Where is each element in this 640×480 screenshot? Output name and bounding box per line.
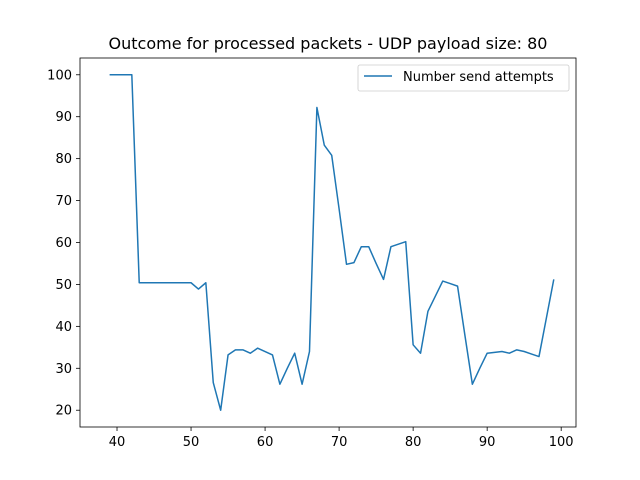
x-tick-label: 40 [109, 435, 126, 450]
x-tick-label: 100 [549, 435, 574, 450]
plot-area [109, 74, 555, 411]
y-tick-label: 80 [55, 152, 72, 167]
legend-label: Number send attempts [403, 70, 554, 85]
y-tick-label: 20 [55, 404, 72, 419]
y-tick-label: 40 [55, 320, 72, 335]
y-tick-label: 60 [55, 236, 72, 251]
series-line-number-send-attempts [109, 74, 555, 411]
x-tick-label: 80 [405, 435, 422, 450]
y-tick-label: 90 [55, 110, 72, 125]
x-tick-label: 90 [479, 435, 496, 450]
legend-box [357, 64, 570, 92]
y-tick-label: 70 [55, 194, 72, 209]
legend: Number send attempts [357, 64, 570, 92]
x-tick-label: 50 [183, 435, 200, 450]
plot-frame [79, 57, 577, 428]
y-tick-label: 100 [47, 68, 72, 83]
x-tick-label: 60 [257, 435, 274, 450]
axes: 40 50 60 70 80 90 100 20 30 40 50 60 70 80 90 100 [47, 68, 573, 450]
y-tick-label: 50 [55, 278, 72, 293]
y-tick-label: 30 [55, 362, 72, 377]
chart-title: Outcome for processed packets - UDP payl… [109, 34, 548, 53]
x-tick-label: 70 [331, 435, 348, 450]
